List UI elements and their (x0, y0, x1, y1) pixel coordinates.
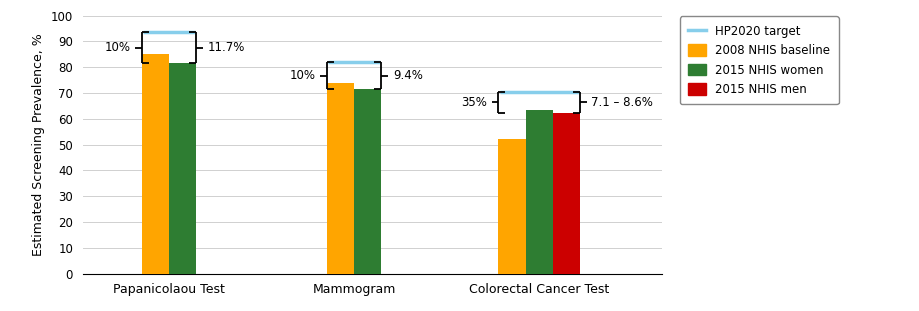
Text: 7.1 – 8.6%: 7.1 – 8.6% (591, 96, 652, 109)
Text: 9.4%: 9.4% (392, 69, 423, 82)
Legend: HP2020 target, 2008 NHIS baseline, 2015 NHIS women, 2015 NHIS men: HP2020 target, 2008 NHIS baseline, 2015 … (679, 16, 837, 104)
Y-axis label: Estimated Screening Prevalence, %: Estimated Screening Prevalence, % (32, 33, 45, 256)
Bar (354, 89, 380, 274)
Bar (142, 54, 169, 274)
Bar (326, 83, 354, 274)
Text: 35%: 35% (460, 96, 486, 109)
Text: 11.7%: 11.7% (208, 41, 245, 54)
Bar (552, 113, 579, 274)
Bar (498, 139, 525, 274)
Text: 10%: 10% (289, 69, 315, 82)
Bar (525, 110, 552, 274)
Text: 10%: 10% (104, 41, 130, 54)
Bar (169, 63, 196, 274)
